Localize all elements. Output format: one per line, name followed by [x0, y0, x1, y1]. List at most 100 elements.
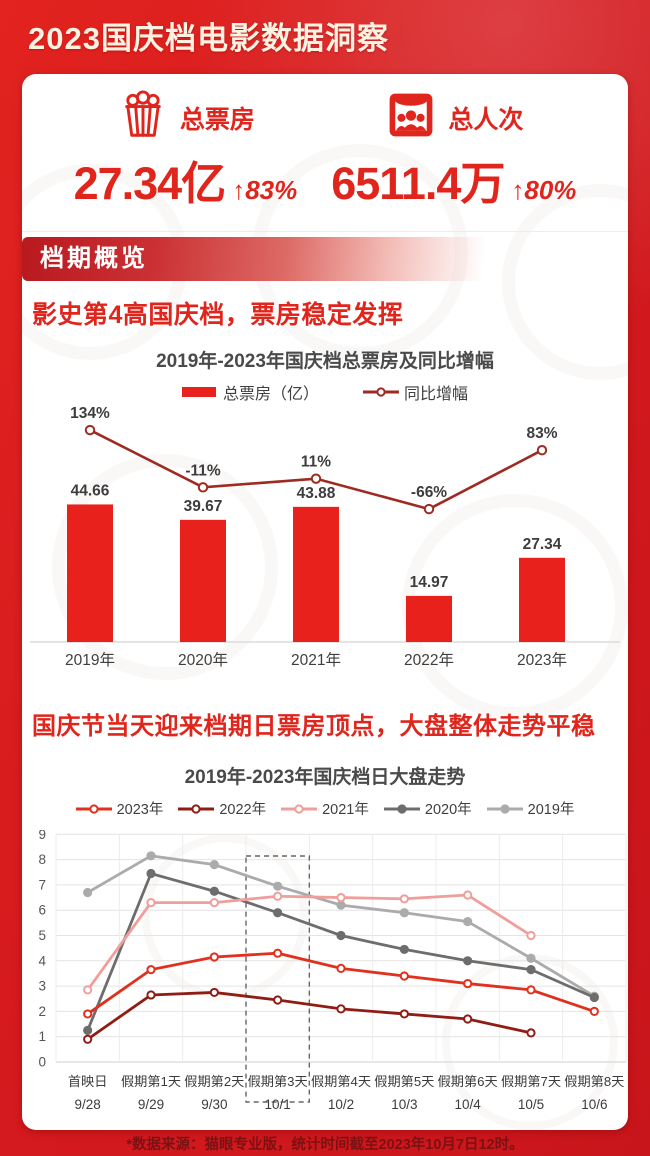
svg-text:假期第8天: 假期第8天: [564, 1073, 624, 1089]
svg-text:-11%: -11%: [185, 462, 221, 479]
svg-text:39.67: 39.67: [184, 498, 223, 515]
legend-label: 2019年: [527, 802, 575, 818]
kpi-label: 总人次: [448, 105, 524, 134]
legend-item: 2021年: [281, 798, 369, 819]
svg-text:10/1: 10/1: [265, 1097, 291, 1112]
highlight-column-box: [245, 855, 311, 1103]
section-badge-label: 档期概览: [40, 245, 148, 272]
svg-text:7: 7: [38, 877, 46, 892]
svg-text:10/6: 10/6: [581, 1097, 607, 1112]
section1-heading: 影史第4高国庆档，票房稳定发挥: [32, 301, 404, 329]
line-series-2021年: [83, 890, 536, 995]
bar-series: 44.66 2019年 39.67 2020年 43.88 2021年 14.97 2022年…: [65, 482, 567, 669]
legend-label: 2023年: [116, 802, 164, 818]
svg-text:10/5: 10/5: [518, 1097, 544, 1112]
svg-text:1: 1: [38, 1029, 46, 1044]
kpi-value: 6511.4万: [331, 158, 505, 209]
svg-text:10/2: 10/2: [328, 1097, 354, 1112]
box-office-bar-chart: 44.66 2019年 39.67 2020年 43.88 2021年 14.97 2022年…: [30, 405, 620, 669]
legend-label: 同比增幅: [404, 386, 469, 403]
section2-heading: 国庆节当天迎来档期日票房顶点，大盘整体走势平稳: [32, 713, 596, 740]
kpi-box-office: 总票房 27.34亿 ↑83%: [73, 88, 298, 212]
legend-label: 总票房（亿）: [222, 386, 319, 403]
line-series-2023年: [83, 948, 599, 1019]
legend-line-marker: [281, 803, 318, 814]
chart2-legend: 2023年 2022年 2021年 2020年 2019年: [22, 798, 628, 819]
svg-text:2: 2: [38, 1004, 46, 1019]
kpi-row: 总票房 27.34亿 ↑83%: [22, 88, 628, 212]
legend-line-marker: [75, 803, 112, 814]
legend-item: 2019年: [486, 798, 575, 819]
popcorn-icon: [116, 88, 170, 147]
svg-text:首映日: 首映日: [68, 1074, 108, 1089]
svg-text:假期第1天: 假期第1天: [121, 1073, 181, 1089]
line-series-2022年: [83, 987, 536, 1044]
svg-text:假期第7天: 假期第7天: [501, 1073, 561, 1089]
legend-item: 2022年: [178, 798, 266, 819]
kpi-growth: ↑80%: [511, 175, 577, 205]
svg-text:11%: 11%: [301, 454, 331, 471]
legend-label: 2022年: [219, 802, 267, 818]
svg-text:2019年: 2019年: [65, 651, 115, 669]
svg-text:83%: 83%: [526, 425, 557, 442]
svg-text:10/3: 10/3: [391, 1097, 417, 1112]
svg-text:8: 8: [38, 852, 46, 867]
chart1-title: 2019年-2023年国庆档总票房及同比增幅: [156, 351, 494, 372]
svg-text:14.97: 14.97: [410, 574, 449, 591]
svg-text:2021年: 2021年: [291, 651, 341, 669]
section-badge: 档期概览: [22, 237, 502, 281]
svg-text:假期第5天: 假期第5天: [374, 1073, 434, 1089]
svg-text:9: 9: [38, 830, 46, 842]
svg-text:2023年: 2023年: [517, 651, 567, 669]
svg-text:9/30: 9/30: [201, 1097, 227, 1112]
x-axis-labels: 首映日 9/28 假期第1天 9/29 假期第2天 9/30 假期第3天 10/1 假期第4天 1…: [68, 1073, 624, 1112]
chart2-title: 2019年-2023年国庆档日大盘走势: [184, 767, 466, 788]
line-series-2019年: [83, 851, 599, 1001]
svg-text:9/29: 9/29: [138, 1097, 164, 1112]
kpi-value: 27.34亿: [73, 158, 227, 209]
svg-text:3: 3: [38, 979, 46, 994]
svg-text:9/28: 9/28: [75, 1097, 101, 1112]
legend-item: 2020年: [383, 798, 472, 819]
legend-item: 2023年: [75, 798, 164, 819]
svg-text:假期第3天: 假期第3天: [248, 1073, 308, 1089]
legend-bar-swatch: [181, 387, 216, 397]
legend-label: 2020年: [424, 802, 472, 818]
data-source-note: *数据来源：猫眼专业版，统计时间截至2023年10月7日12时。: [126, 1137, 524, 1153]
kpi-admissions: 总人次 6511.4万 ↑80%: [331, 88, 576, 212]
section-divider: [22, 231, 628, 232]
kpi-growth: ↑83%: [232, 175, 298, 205]
svg-text:44.66: 44.66: [71, 482, 110, 499]
svg-text:假期第6天: 假期第6天: [438, 1073, 498, 1089]
svg-text:6: 6: [38, 903, 46, 918]
svg-text:27.34: 27.34: [523, 536, 562, 553]
legend-line-marker: [383, 803, 420, 814]
chart1-legend: 总票房（亿） 同比增幅: [22, 380, 628, 404]
legend-item: 同比增幅: [363, 380, 468, 404]
svg-text:10/4: 10/4: [455, 1097, 482, 1112]
line-series-2020年: [83, 868, 599, 1035]
svg-text:假期第2天: 假期第2天: [184, 1073, 244, 1089]
daily-trend-line-chart: 0 1 2 3 4 5 6 7 8 9 首映日 9/28 假期第1天 9/29 假期第2天 9/30 假期第3天…: [38, 830, 627, 1112]
theater-audience-icon: [384, 88, 438, 147]
legend-label: 2021年: [322, 802, 369, 818]
legend-line-marker: [178, 803, 215, 814]
legend-item: 总票房（亿）: [181, 380, 319, 404]
svg-text:2020年: 2020年: [178, 651, 228, 669]
legend-line-marker: [363, 387, 399, 397]
svg-text:假期第4天: 假期第4天: [311, 1073, 371, 1089]
legend-line-marker: [486, 803, 523, 814]
growth-line-series: 134% -11% 11% -66% 83%: [70, 405, 558, 515]
svg-text:0: 0: [38, 1055, 46, 1070]
content-card: 总票房 27.34亿 ↑83%: [22, 74, 628, 1130]
grid: 0 1 2 3 4 5 6 7 8 9: [38, 830, 627, 1070]
kpi-label: 总票房: [179, 105, 255, 134]
svg-text:43.88: 43.88: [297, 485, 336, 502]
svg-text:134%: 134%: [70, 405, 110, 422]
svg-text:2022年: 2022年: [404, 651, 454, 669]
svg-text:5: 5: [38, 928, 46, 943]
svg-text:-66%: -66%: [411, 484, 447, 501]
page-title: 2023国庆档电影数据洞察: [28, 21, 389, 56]
svg-text:4: 4: [38, 953, 46, 968]
